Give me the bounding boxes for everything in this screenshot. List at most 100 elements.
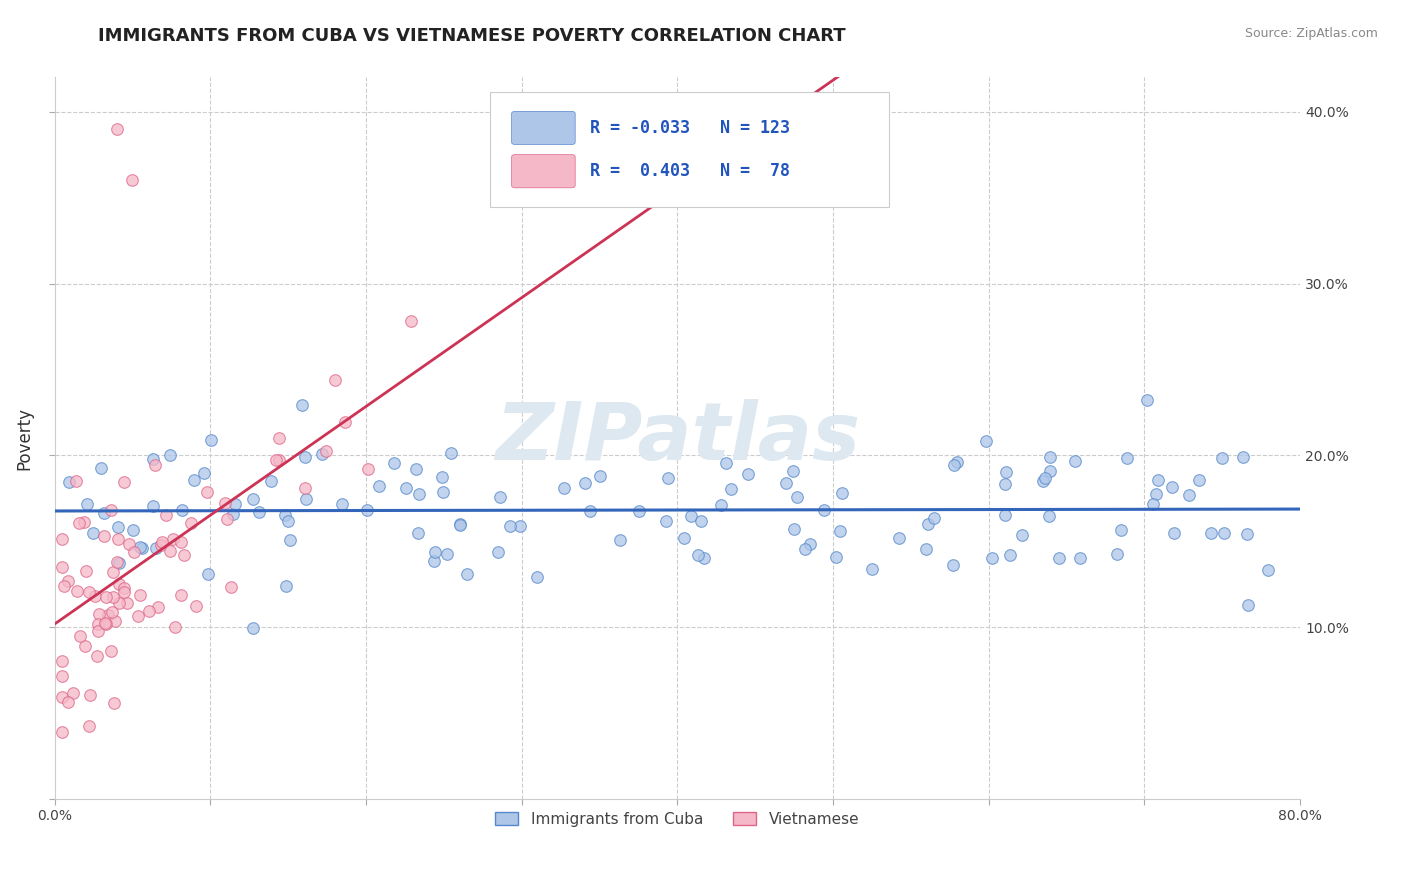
Point xyxy=(499,519,522,533)
Point xyxy=(609,533,631,547)
Point xyxy=(946,455,969,469)
Point xyxy=(76,497,98,511)
Point xyxy=(277,514,299,528)
Point xyxy=(87,624,110,638)
Point xyxy=(162,532,184,546)
Point xyxy=(143,458,166,473)
Point xyxy=(291,398,314,412)
Point xyxy=(1257,563,1279,577)
Point xyxy=(1163,526,1185,541)
Point xyxy=(100,644,122,658)
Point xyxy=(408,487,430,501)
Point xyxy=(489,490,512,504)
Point xyxy=(170,588,193,602)
Point xyxy=(786,490,808,504)
Point xyxy=(122,545,145,559)
Point xyxy=(690,514,713,528)
Point xyxy=(184,599,207,614)
Point xyxy=(1107,548,1129,562)
Point xyxy=(56,574,79,588)
Point xyxy=(276,579,298,593)
Point xyxy=(449,518,471,533)
Point xyxy=(51,690,73,704)
Point xyxy=(197,567,219,582)
Point xyxy=(86,648,108,663)
Point xyxy=(87,616,110,631)
Text: R = -0.033   N = 123: R = -0.033 N = 123 xyxy=(591,119,790,137)
Point xyxy=(793,542,815,557)
Point xyxy=(737,467,759,481)
Point xyxy=(1032,474,1054,488)
Point xyxy=(783,522,806,536)
Point xyxy=(56,695,79,709)
Point xyxy=(974,434,997,448)
Point xyxy=(553,481,575,495)
Point xyxy=(998,548,1021,562)
Point xyxy=(692,551,714,566)
Point xyxy=(94,590,117,604)
Point xyxy=(423,554,446,568)
Point xyxy=(51,725,73,739)
Point xyxy=(720,482,742,496)
Point xyxy=(799,537,821,551)
Point xyxy=(1178,488,1201,502)
Point xyxy=(915,541,938,556)
Point xyxy=(73,515,96,529)
Point xyxy=(155,508,177,522)
Point xyxy=(1136,392,1159,407)
Point xyxy=(195,485,218,500)
Point xyxy=(382,456,405,470)
Point xyxy=(93,506,115,520)
Point xyxy=(183,473,205,487)
Point xyxy=(432,484,454,499)
Point xyxy=(526,570,548,584)
Point xyxy=(1160,480,1182,494)
Point xyxy=(1142,497,1164,511)
Point xyxy=(138,604,160,618)
Point xyxy=(860,562,883,576)
Point xyxy=(149,538,172,552)
Point xyxy=(101,605,124,619)
Point xyxy=(97,607,120,622)
Point xyxy=(101,565,124,579)
Point xyxy=(1047,551,1070,566)
Point xyxy=(105,555,128,569)
Point xyxy=(295,492,318,507)
FancyBboxPatch shape xyxy=(512,154,575,188)
Point xyxy=(127,608,149,623)
Point xyxy=(242,491,264,506)
Point xyxy=(170,534,193,549)
Point xyxy=(922,511,945,525)
Point xyxy=(89,607,111,621)
Point xyxy=(122,524,145,538)
Point xyxy=(96,616,118,631)
Point xyxy=(655,515,678,529)
Point xyxy=(995,465,1018,479)
Text: R =  0.403   N =  78: R = 0.403 N = 78 xyxy=(591,162,790,180)
Point xyxy=(107,520,129,534)
Point xyxy=(82,525,104,540)
Point xyxy=(77,584,100,599)
Point xyxy=(1236,598,1258,612)
Point xyxy=(173,548,195,562)
Point xyxy=(579,504,602,518)
Point xyxy=(1187,473,1209,487)
Point xyxy=(356,503,378,517)
Point xyxy=(423,545,446,559)
Point xyxy=(1146,473,1168,487)
Text: IMMIGRANTS FROM CUBA VS VIETNAMESE POVERTY CORRELATION CHART: IMMIGRANTS FROM CUBA VS VIETNAMESE POVER… xyxy=(98,27,846,45)
Point xyxy=(294,481,316,495)
Point xyxy=(214,496,236,510)
Text: ZIPatlas: ZIPatlas xyxy=(495,399,860,477)
Point xyxy=(62,686,84,700)
Point xyxy=(142,452,165,467)
Point xyxy=(118,537,141,551)
FancyBboxPatch shape xyxy=(491,92,889,207)
Point xyxy=(129,588,152,602)
Point xyxy=(52,579,75,593)
Point xyxy=(145,541,167,556)
Point xyxy=(574,476,596,491)
Point xyxy=(994,508,1017,522)
Point xyxy=(222,507,245,521)
Point xyxy=(1211,451,1233,466)
